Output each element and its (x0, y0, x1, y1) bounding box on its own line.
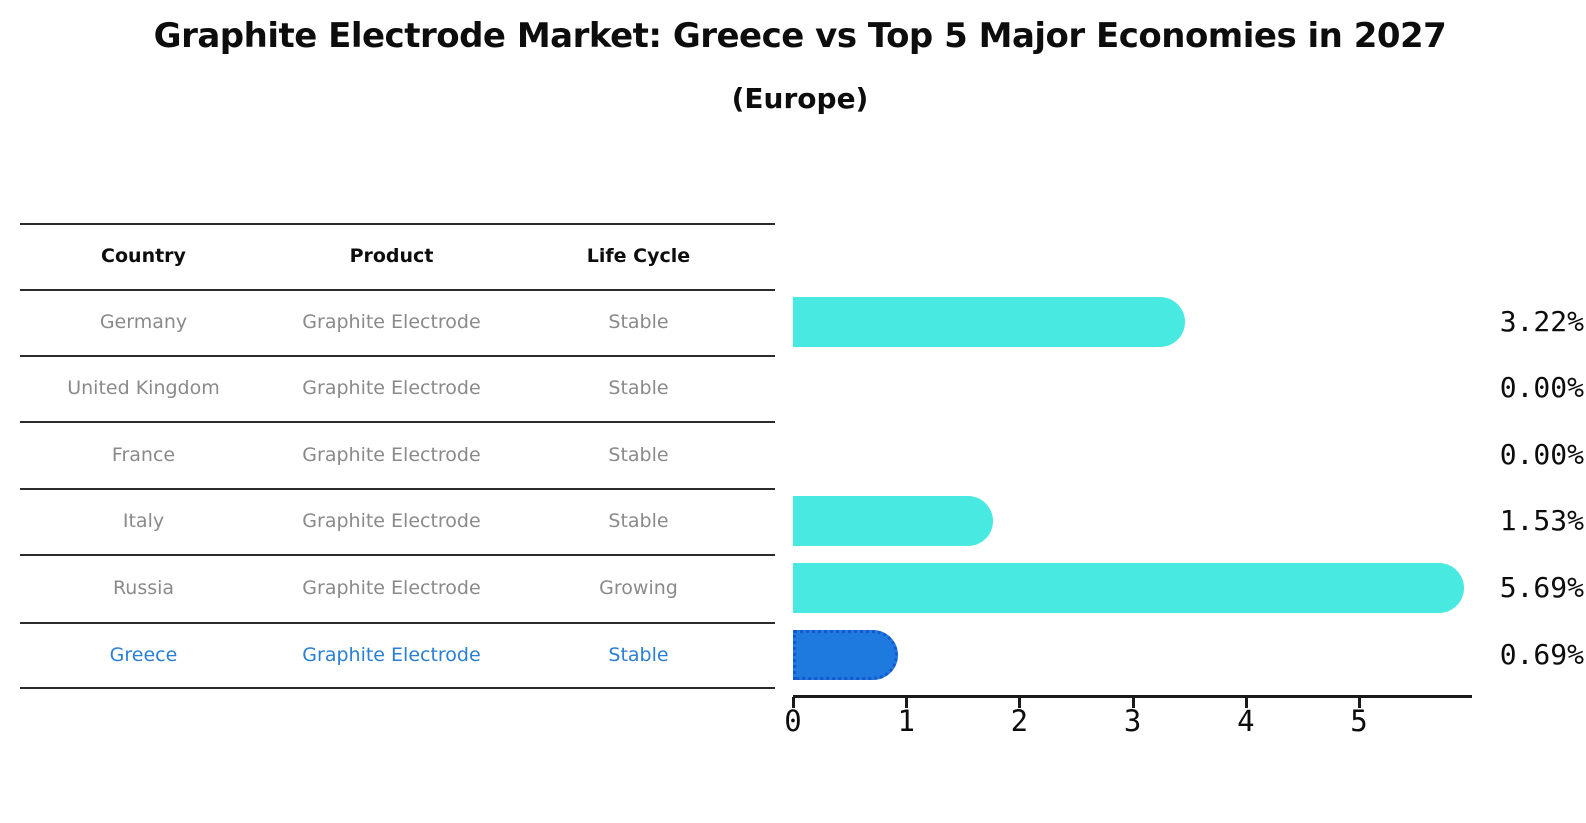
table-separator-line (20, 554, 775, 556)
bar-value-label: 3.22% (1499, 305, 1584, 338)
table-row: United Kingdom Graphite Electrode Stable (20, 373, 775, 403)
table-row: Germany Graphite Electrode Stable (20, 307, 775, 337)
x-axis-tick (792, 697, 795, 708)
table-cell-life-cycle: Stable (608, 510, 669, 532)
chart-subtitle: (Europe) (731, 82, 869, 115)
bar-italy (793, 496, 994, 546)
bar-value-label: 5.69% (1499, 571, 1584, 604)
table-cell-product: Graphite Electrode (302, 443, 481, 466)
x-axis-tick (1131, 697, 1135, 708)
table-cell-life-cycle: Stable (608, 311, 669, 333)
bar-russia (793, 563, 1465, 613)
table-cell-country: United Kingdom (67, 377, 220, 399)
x-axis-tick-label: 3 (1123, 704, 1142, 738)
table-header-product: Product (349, 245, 434, 267)
table-cell-country: Italy (122, 510, 165, 532)
table-header-row: Country Product Life Cycle (20, 241, 775, 271)
table-separator-line (20, 622, 775, 624)
bar-value-label: 0.00% (1499, 371, 1584, 404)
table-separator-line (20, 223, 775, 225)
bar-value-label: 0.69% (1499, 637, 1584, 671)
table-separator-line (20, 355, 775, 357)
x-axis-tick (1018, 697, 1022, 708)
table-cell-country: Greece (109, 643, 178, 666)
table-cell-product: Graphite Electrode (302, 311, 481, 333)
table-cell-product: Graphite Electrode (302, 577, 481, 599)
table-cell-life-cycle: Stable (608, 377, 669, 399)
table-row: Italy Graphite Electrode Stable (20, 506, 775, 536)
table-cell-product: Graphite Electrode (302, 643, 481, 666)
table-cell-product: Graphite Electrode (302, 510, 481, 532)
bar-value-label: 0.00% (1499, 437, 1584, 471)
table-cell-life-cycle: Stable (608, 643, 669, 666)
table-separator-line (20, 421, 775, 423)
x-axis-tick (1244, 697, 1248, 708)
x-axis-tick-label: 2 (1010, 704, 1029, 738)
table-cell-country: Germany (99, 311, 188, 333)
x-axis-tick-label: 1 (897, 704, 915, 738)
x-axis-line (793, 695, 1472, 698)
table-separator-line (20, 488, 775, 490)
table-separator-line (20, 289, 775, 291)
x-axis-tick (905, 697, 909, 708)
table-separator-line (20, 687, 775, 689)
table-cell-product: Graphite Electrode (302, 377, 481, 399)
x-axis-tick (1358, 697, 1361, 708)
table-cell-country: France (111, 443, 176, 466)
x-axis-tick-label: 0 (784, 704, 802, 738)
x-axis-tick-label: 5 (1350, 704, 1368, 738)
table-row: Greece Graphite Electrode Stable (20, 640, 775, 670)
chart-title: Graphite Electrode Market: Greece vs Top… (153, 16, 1447, 56)
table-cell-life-cycle: Growing (599, 577, 678, 599)
table-header-country: Country (101, 245, 186, 267)
bar-germany (793, 297, 1185, 347)
table-cell-life-cycle: Stable (608, 443, 669, 466)
table-row: France Graphite Electrode Stable (20, 440, 775, 470)
table-row: Russia Graphite Electrode Growing (20, 573, 775, 603)
bar-greece (793, 629, 899, 680)
table-header-life-cycle: Life Cycle (586, 245, 691, 267)
bar-value-label: 1.53% (1499, 504, 1584, 537)
table-cell-country: Russia (112, 577, 175, 599)
x-axis-tick-label: 4 (1237, 704, 1255, 738)
